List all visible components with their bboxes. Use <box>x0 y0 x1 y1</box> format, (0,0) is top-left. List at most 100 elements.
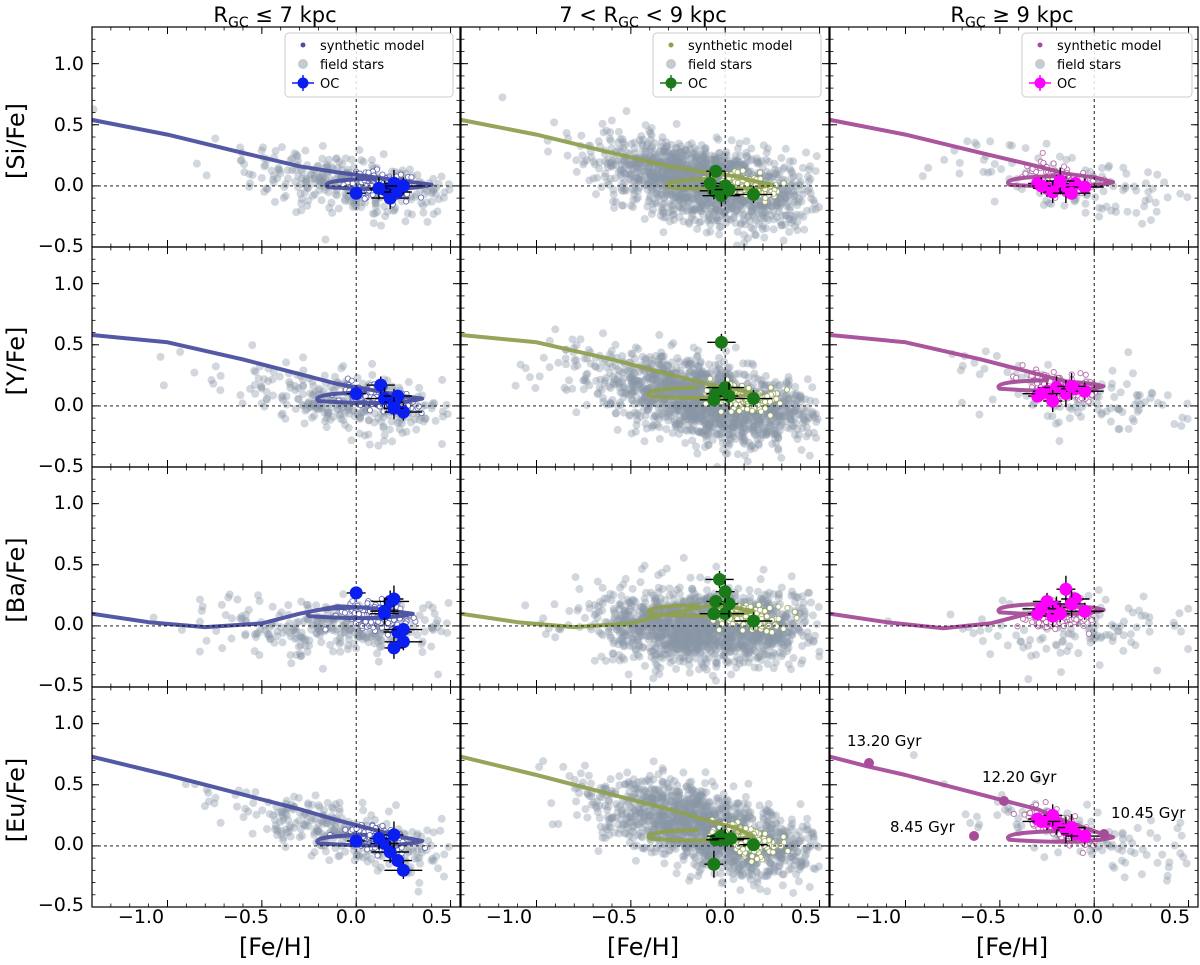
synthetic-model-point <box>1050 160 1057 167</box>
field-star-point <box>757 418 766 427</box>
field-star-point <box>645 352 654 361</box>
field-star-point <box>428 401 437 410</box>
field-star-point <box>1138 219 1147 228</box>
field-star-point <box>630 368 639 377</box>
field-star-point <box>279 193 288 202</box>
field-star-point <box>697 413 706 422</box>
field-star-point <box>711 156 720 165</box>
field-star-point <box>666 150 675 159</box>
field-star-point <box>789 188 798 197</box>
field-star-point <box>705 415 714 424</box>
x-tick-labels: −1.0 −0.5 0.0 0.5 −1.0 −0.5 0.0 0.5 −1.0… <box>118 906 1190 928</box>
field-star-point <box>364 415 373 424</box>
field-star-point <box>627 377 636 386</box>
field-star-point <box>383 207 392 216</box>
field-star-point <box>707 408 716 417</box>
field-star-point <box>619 393 628 402</box>
field-star-point <box>715 223 724 232</box>
field-star-point <box>646 397 655 406</box>
field-star-point <box>714 205 723 214</box>
field-star-point <box>646 152 655 161</box>
field-star-point <box>666 409 675 418</box>
field-star-point <box>322 160 331 169</box>
field-star-point <box>308 191 317 200</box>
field-star-point <box>654 191 663 200</box>
field-star-point <box>635 367 644 376</box>
field-star-point <box>697 141 706 150</box>
field-star-point <box>321 235 330 244</box>
field-star-point <box>641 169 650 178</box>
field-star-point <box>625 158 634 167</box>
field-star-point <box>301 406 310 415</box>
field-star-point <box>688 171 697 180</box>
field-star-point <box>658 174 667 183</box>
field-star-point <box>699 159 708 168</box>
field-star-point <box>680 146 689 155</box>
x-axis-label-outer: [Fe/H] <box>976 933 1048 961</box>
field-star-point <box>628 380 637 389</box>
synthetic-model-point <box>361 195 368 202</box>
y-axis-label-y: [Y/Fe] <box>2 327 30 396</box>
field-star-point <box>438 375 447 384</box>
field-star-point <box>697 367 706 376</box>
field-star-point <box>309 401 318 410</box>
synthetic-model-point <box>408 174 415 181</box>
field-star-point <box>782 199 791 208</box>
field-star-point <box>415 383 424 392</box>
field-star-point <box>650 153 659 162</box>
y-tick-label: 1.0 <box>54 712 84 734</box>
field-star-point <box>730 198 739 207</box>
field-star-point <box>1151 198 1160 207</box>
field-star-point <box>644 406 653 415</box>
field-star-point <box>608 156 617 165</box>
field-star-point <box>748 204 757 213</box>
field-star-point <box>656 375 665 384</box>
field-star-point <box>770 406 779 415</box>
field-star-point <box>715 230 724 239</box>
field-star-point <box>713 374 722 383</box>
field-star-point <box>617 173 626 182</box>
field-star-point <box>619 383 628 392</box>
field-star-point <box>260 162 269 171</box>
field-star-point <box>294 395 303 404</box>
field-star-point <box>633 163 642 172</box>
field-star-point <box>775 416 784 425</box>
field-star-point <box>689 421 698 430</box>
field-star-point <box>374 441 383 450</box>
field-star-point <box>297 194 306 203</box>
field-star-point <box>733 241 742 247</box>
field-star-point <box>681 194 690 203</box>
field-star-point <box>324 155 333 164</box>
field-star-point <box>428 399 437 408</box>
field-star-point <box>779 412 788 421</box>
field-star-point <box>246 179 255 188</box>
field-star-point <box>730 421 739 430</box>
field-star-point <box>326 415 335 424</box>
field-star-point <box>683 192 692 201</box>
field-star-point <box>328 208 337 217</box>
field-star-point <box>805 414 814 423</box>
field-star-point <box>660 380 669 389</box>
field-star-point <box>782 379 791 388</box>
field-star-point <box>657 200 666 209</box>
field-star-point <box>722 423 731 432</box>
field-star-point <box>671 191 680 200</box>
field-star-point <box>689 409 698 418</box>
field-star-point <box>605 382 614 391</box>
field-star-point <box>722 214 731 223</box>
field-star-point <box>662 157 671 166</box>
field-star-point <box>626 385 635 394</box>
field-star-point <box>666 190 675 199</box>
field-star-point <box>792 210 801 219</box>
field-star-point <box>595 158 604 167</box>
field-star-point <box>790 192 799 201</box>
field-star-point <box>629 203 638 212</box>
field-star-point <box>690 402 699 411</box>
field-star-point <box>324 188 333 197</box>
synthetic-model-point <box>702 400 709 407</box>
field-star-point <box>565 376 574 385</box>
field-star-point <box>627 375 636 384</box>
field-star-point <box>783 390 792 399</box>
field-star-point <box>639 383 648 392</box>
open-cluster-point <box>372 181 386 195</box>
